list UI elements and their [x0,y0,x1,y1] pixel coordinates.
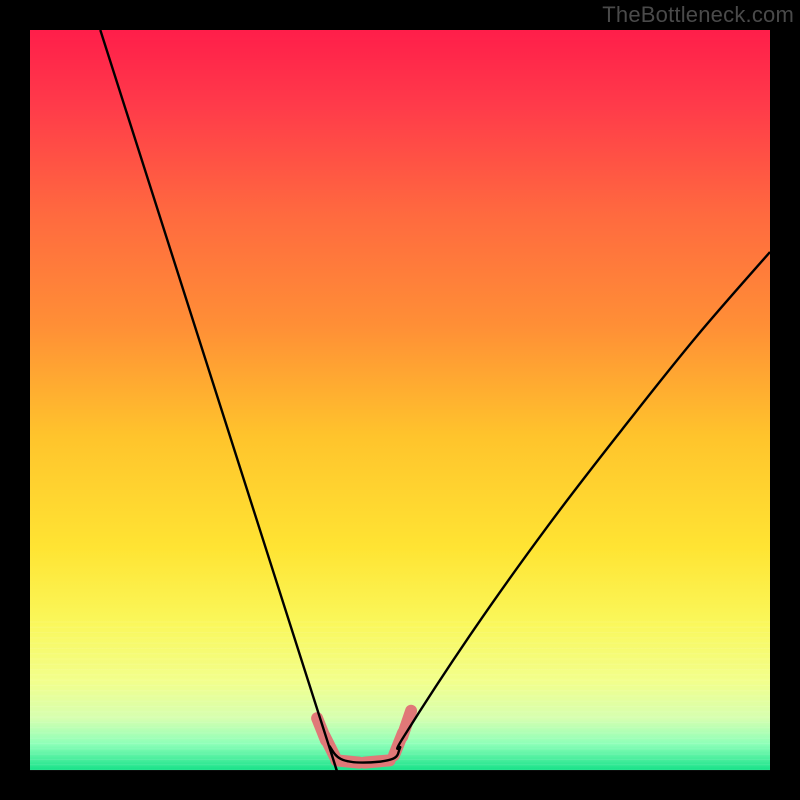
watermark-text: TheBottleneck.com [602,2,794,28]
bottleneck-chart-svg [0,0,800,800]
chart-canvas: TheBottleneck.com [0,0,800,800]
